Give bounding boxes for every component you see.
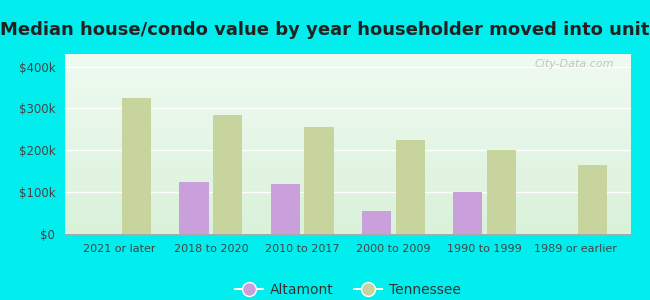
Bar: [122, 98, 151, 234]
Bar: [453, 192, 482, 234]
Bar: [304, 127, 333, 234]
Legend: Altamont, Tennessee: Altamont, Tennessee: [229, 278, 466, 300]
Bar: [213, 115, 242, 234]
Text: Median house/condo value by year householder moved into unit: Median house/condo value by year househo…: [0, 21, 650, 39]
Text: City-Data.com: City-Data.com: [534, 59, 614, 69]
Bar: [487, 150, 516, 234]
Bar: [362, 211, 391, 234]
Bar: [179, 182, 209, 234]
Bar: [270, 184, 300, 234]
Bar: [578, 165, 607, 234]
Bar: [396, 140, 425, 234]
